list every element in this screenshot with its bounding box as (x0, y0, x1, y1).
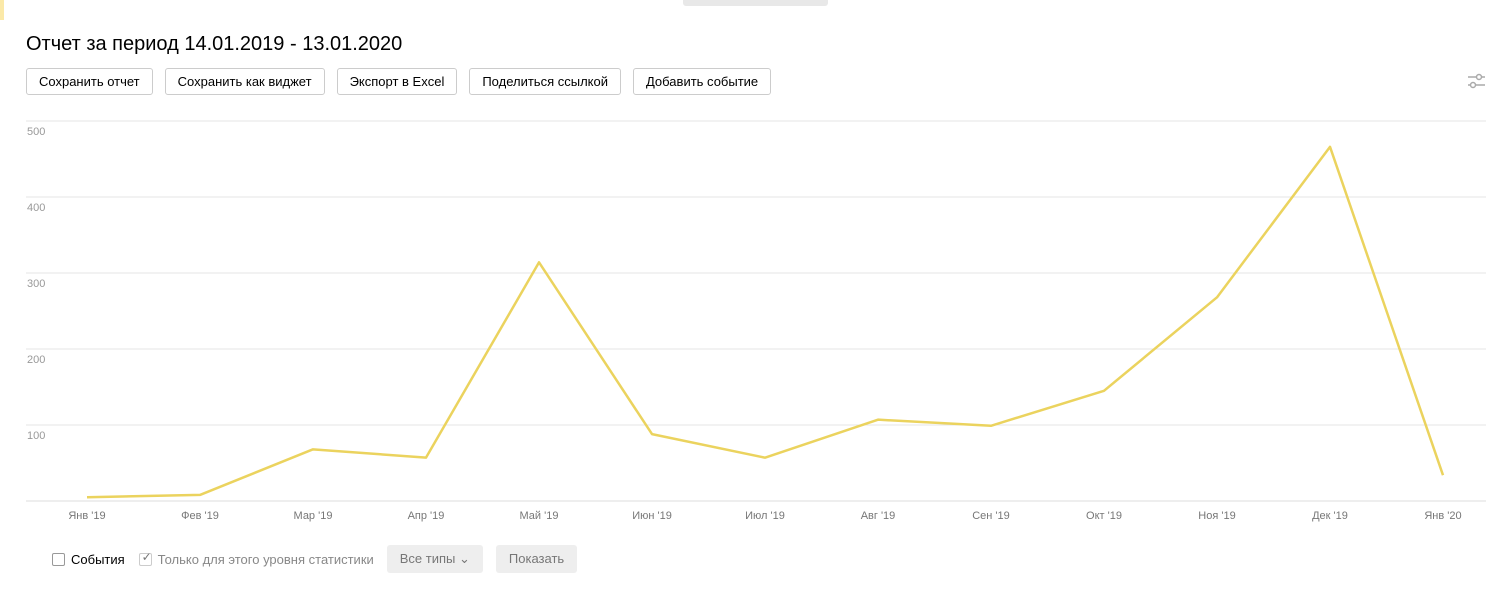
checkbox[interactable] (52, 552, 65, 566)
y-tick-label: 100 (27, 430, 45, 442)
x-tick-label: Янв '20 (1424, 510, 1461, 522)
y-tick-label: 200 (27, 354, 45, 366)
show-button[interactable]: Показать (495, 545, 578, 573)
x-tick-label: Май '19 (520, 510, 559, 522)
x-tick-label: Авг '19 (861, 510, 896, 522)
x-tick-label: Июн '19 (632, 510, 672, 522)
checkbox-checked[interactable]: ✓ (138, 550, 152, 566)
y-tick-label: 400 (27, 202, 45, 214)
toolbar-button[interactable]: Сохранить отчет (26, 68, 153, 95)
footer: События ✓ Только для этого уровня статис… (52, 545, 578, 573)
x-tick-label: Сен '19 (972, 510, 1010, 522)
x-tick-label: Янв '19 (68, 510, 105, 522)
data-line (86, 145, 1445, 499)
x-tick-label: Дек '19 (1312, 510, 1348, 522)
settings-icon[interactable] (1468, 73, 1485, 89)
report-title: Отчет за период 14.01.2019 - 13.01.2020 (26, 33, 403, 55)
types-label: Все типы (399, 551, 456, 566)
events-label: События (71, 551, 125, 567)
toolbar-button[interactable]: Экспорт в Excel (336, 68, 458, 95)
toolbar-button[interactable]: Добавить событие (632, 68, 772, 95)
toolbar-button[interactable]: Поделиться ссылкой (469, 68, 621, 95)
toolbar-button[interactable]: Сохранить как виджет (164, 68, 325, 95)
x-tick-label: Фев '19 (181, 510, 219, 522)
top-tab[interactable] (683, 0, 828, 6)
x-tick-label: Апр '19 (408, 510, 445, 522)
edge-mark (0, 0, 4, 20)
x-tick-label: Июл '19 (745, 510, 785, 522)
toolbar: Сохранить отчет Сохранить как виджет Экспо… (26, 68, 772, 95)
only-level-label: Только для этого уровня статистики (157, 551, 374, 567)
types-dropdown[interactable]: Все типы ⌄ (386, 545, 483, 573)
x-tick-label: Мар '19 (294, 510, 333, 522)
y-tick-label: 500 (27, 126, 45, 138)
x-tick-label: Окт '19 (1086, 510, 1122, 522)
y-tick-label: 300 (27, 278, 45, 290)
x-tick-label: Ноя '19 (1198, 510, 1235, 522)
